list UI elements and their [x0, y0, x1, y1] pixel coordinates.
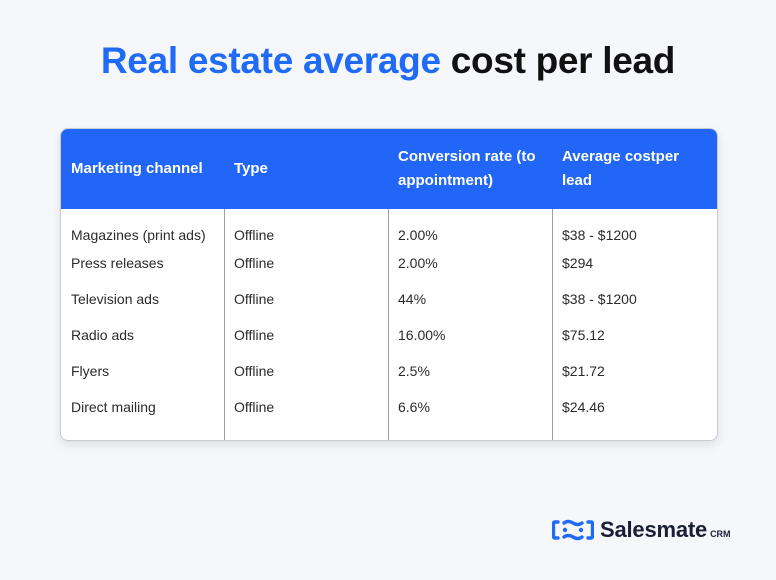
- cell-conversion: 44%: [398, 291, 427, 307]
- cell-type: Offline: [234, 227, 275, 243]
- table-row: Flyers Offline 2.5% $21.72: [61, 353, 717, 389]
- brand-logo: Salesmate CRM: [552, 516, 731, 544]
- cell-type: Offline: [234, 363, 275, 379]
- cell-cost: $75.12: [562, 327, 605, 343]
- cell-channel: Press releases: [71, 255, 164, 271]
- page-title: Real estate average cost per lead: [0, 40, 776, 82]
- table-row: Radio ads Offline 16.00% $75.12: [61, 317, 717, 353]
- header-type: Type: [234, 160, 268, 177]
- column-divider: [388, 209, 389, 440]
- cell-channel: Radio ads: [71, 327, 135, 343]
- cell-conversion: 2.00%: [398, 227, 438, 243]
- table-row: Press releases Offline 2.00% $294: [61, 245, 717, 281]
- cell-cost: $21.72: [562, 363, 605, 379]
- title-highlight: Real estate average: [100, 40, 441, 81]
- table-row: Direct mailing Offline 6.6% $24.46: [61, 389, 717, 425]
- column-divider: [224, 209, 225, 440]
- title-rest: cost per lead: [450, 40, 676, 81]
- cell-cost: $38 - $1200: [562, 227, 637, 243]
- header-marketing-channel: Marketing channel: [71, 160, 203, 177]
- cost-per-lead-table: Marketing channel Type Conversion rate (…: [60, 128, 718, 441]
- cell-channel: Flyers: [71, 363, 110, 379]
- column-divider: [552, 209, 553, 440]
- cell-type: Offline: [234, 255, 275, 271]
- cell-channel: Television ads: [71, 291, 159, 307]
- cell-conversion: 16.00%: [398, 327, 446, 343]
- header-conversion-rate: Conversion rate (to appointment): [398, 148, 536, 189]
- cell-type: Offline: [234, 327, 275, 343]
- cell-conversion: 6.6%: [398, 399, 430, 415]
- brand-suffix: CRM: [710, 529, 731, 539]
- table-row: Television ads Offline 44% $38 - $1200: [61, 281, 717, 317]
- cell-cost: $24.46: [562, 399, 605, 415]
- table-row: Magazines (print ads) Offline 2.00% $38 …: [61, 209, 717, 245]
- table-header-row: Marketing channel Type Conversion rate (…: [61, 129, 717, 209]
- cell-cost: $38 - $1200: [562, 291, 637, 307]
- cell-channel: Magazines (print ads): [71, 227, 206, 243]
- cell-conversion: 2.5%: [398, 363, 430, 379]
- cell-channel: Direct mailing: [71, 399, 156, 415]
- cell-type: Offline: [234, 399, 275, 415]
- salesmate-logo-icon: [552, 519, 594, 541]
- brand-name: Salesmate: [600, 517, 708, 542]
- cell-cost: $294: [562, 255, 594, 271]
- column-dividers: [61, 209, 717, 440]
- cell-type: Offline: [234, 291, 275, 307]
- header-average-cost: Average costper lead: [562, 148, 679, 189]
- cell-conversion: 2.00%: [398, 255, 438, 271]
